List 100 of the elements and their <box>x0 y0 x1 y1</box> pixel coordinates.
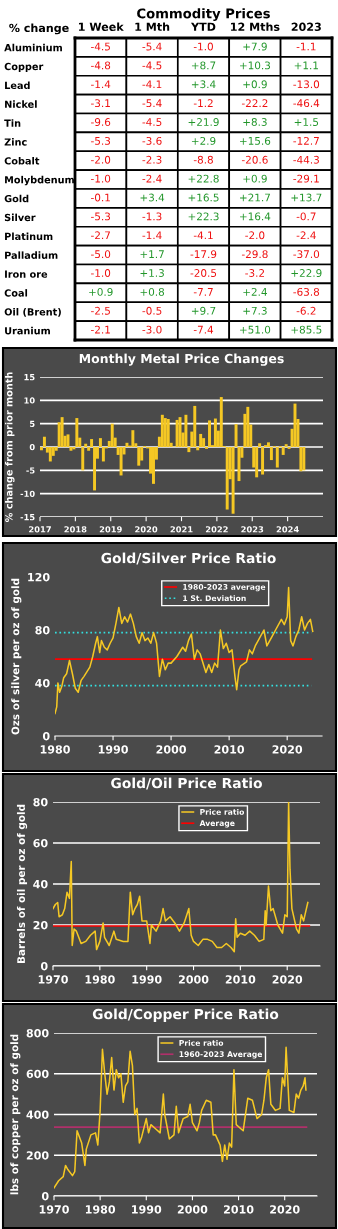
bar <box>187 447 191 453</box>
bar <box>269 447 273 461</box>
data-label: -4.5 <box>91 42 110 51</box>
bar <box>231 447 235 514</box>
bar <box>261 447 265 475</box>
x-tick-label: 1970 <box>39 1205 69 1214</box>
data-label: -13.0 <box>293 80 320 89</box>
data-label: -5.4 <box>142 42 162 51</box>
data-label: -0.5 <box>142 306 162 315</box>
data-label: -2.3 <box>142 155 162 164</box>
data-label: +85.5 <box>291 325 322 334</box>
y-tick-label: 5 <box>29 420 35 427</box>
y-tick-label: 60 <box>33 838 48 848</box>
data-label: -6.2 <box>296 306 316 315</box>
x-tick-label: 2020 <box>272 975 303 984</box>
x-tick-label: 2024 <box>276 526 299 533</box>
x-tick-label: 1980 <box>40 745 70 754</box>
bar <box>258 443 262 447</box>
y-tick-label: -15 <box>20 514 35 521</box>
data-label: -17.9 <box>190 250 217 259</box>
y-tick-label: Uranium <box>5 326 50 335</box>
data-label: -1.0 <box>193 42 213 51</box>
data-label: -1.1 <box>296 42 316 51</box>
y-tick-label: -10 <box>20 490 35 497</box>
bar <box>193 405 197 447</box>
bar <box>40 447 43 451</box>
data-label: -44.3 <box>293 155 319 164</box>
data-label: -0.1 <box>91 193 110 202</box>
chart-title: Gold/Copper Price Ratio <box>92 1008 279 1022</box>
bar <box>137 447 141 466</box>
data-label: +21.9 <box>188 118 219 126</box>
bar <box>160 414 164 447</box>
x-tick-label: 1970 <box>38 975 68 984</box>
x-tick-label: 1990 <box>132 1205 162 1214</box>
data-label: -1.2 <box>193 99 213 107</box>
y-axis-title: Ozs of silver per oz of gold <box>11 578 22 735</box>
data-label: +8.3 <box>243 118 267 126</box>
data-label: -3.2 <box>245 269 265 277</box>
y-tick-label: Oil (Brent) <box>4 307 61 317</box>
data-label: +2.9 <box>191 136 216 145</box>
y-tick-label: Tin <box>4 119 21 127</box>
data-label: +2.4 <box>243 287 267 296</box>
bar <box>163 418 167 447</box>
bar <box>93 447 97 491</box>
data-label: -1.0 <box>91 174 111 183</box>
y-tick-label: 200 <box>26 1151 49 1160</box>
bar <box>42 436 46 447</box>
x-tick-label: 1990 <box>132 975 162 984</box>
data-label: -4.1 <box>142 80 162 89</box>
y-tick-label: 0 <box>40 961 48 971</box>
chart-title: Gold/Oil Price Ratio <box>111 777 262 790</box>
x-tick-label: 1 Mth <box>135 22 170 31</box>
data-label: -2.1 <box>91 325 110 334</box>
y-tick-label: 80 <box>33 797 48 807</box>
data-label: -5.4 <box>142 99 162 108</box>
data-label: +16.5 <box>188 193 219 202</box>
bar <box>81 447 85 471</box>
line-series <box>55 586 314 715</box>
data-label: +3.4 <box>140 193 165 202</box>
data-label: +21.7 <box>240 193 270 202</box>
data-label: -8.8 <box>193 155 213 164</box>
data-label: +0.8 <box>140 287 165 296</box>
data-label: -3.6 <box>142 136 162 145</box>
data-label: +22.9 <box>291 269 322 277</box>
y-tick-label: 120 <box>28 572 50 582</box>
x-tick-label: 2017 <box>29 526 51 533</box>
y-tick-label: Lead <box>5 81 30 90</box>
x-tick-label: 2022 <box>205 526 228 533</box>
data-label: -29.8 <box>241 250 268 259</box>
y-tick-label: Zinc <box>4 138 27 146</box>
bar <box>234 424 238 447</box>
x-tick-label: 2020 <box>270 1205 300 1214</box>
data-label: -37.0 <box>293 250 320 259</box>
bar <box>87 447 91 451</box>
y-tick-label: 0 <box>42 731 50 741</box>
y-tick-label: 10 <box>24 397 35 404</box>
bar <box>60 417 64 447</box>
bar <box>302 447 306 471</box>
data-label: +0.9 <box>243 174 267 183</box>
x-tick-label: 1980 <box>85 975 115 984</box>
data-label: -4.5 <box>142 118 162 126</box>
bar <box>246 406 250 447</box>
data-label: +22.3 <box>188 212 219 221</box>
data-label: -7.4 <box>193 325 214 334</box>
bar <box>199 433 203 447</box>
bar <box>255 447 259 478</box>
data-label: +3.4 <box>191 80 216 89</box>
y-tick-label: 40 <box>33 879 48 889</box>
bar <box>219 397 223 447</box>
data-label: +22.8 <box>188 174 219 183</box>
x-tick-label: 2010 <box>225 975 256 984</box>
data-label: -9.6 <box>91 118 111 126</box>
line-series <box>54 1046 307 1189</box>
data-label: +7.3 <box>243 306 267 315</box>
data-label: -22.2 <box>241 99 268 107</box>
data-label: +1.1 <box>294 61 318 70</box>
line-series <box>53 802 309 953</box>
data-label: +1.3 <box>140 269 164 277</box>
bar <box>225 447 229 510</box>
bar <box>166 419 170 447</box>
